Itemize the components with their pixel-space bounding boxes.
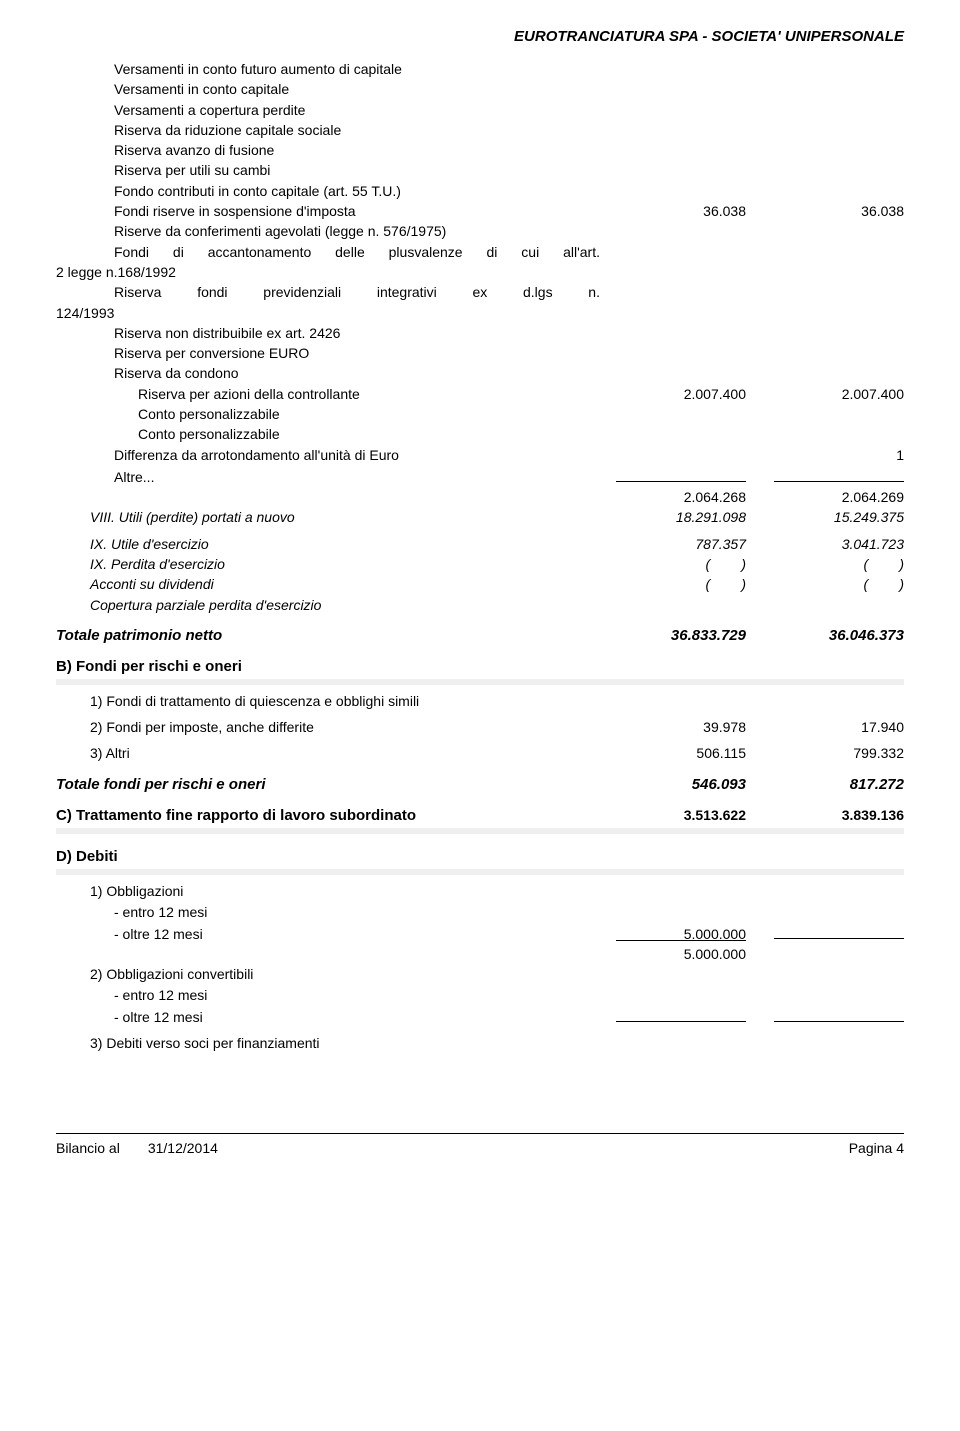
line-text: Versamenti in conto capitale [56, 79, 604, 99]
section-d-heading: D) Debiti [56, 848, 904, 865]
paren-col1: ( ) [604, 554, 754, 574]
value-col1: 2.007.400 [604, 384, 754, 404]
totale-fondi-label: Totale fondi per rischi e oneri [56, 776, 604, 793]
b2-v2: 17.940 [754, 717, 904, 737]
section-c-v1: 3.513.622 [604, 805, 754, 825]
section-divider [56, 679, 904, 685]
line-text: Riserva per utili su cambi [56, 160, 604, 180]
line-text: Riserva da condono [56, 363, 604, 383]
subtotal-col1: 2.064.268 [604, 487, 754, 507]
b2-label: 2) Fondi per imposte, anche differite [56, 717, 604, 737]
underline-cell [604, 465, 754, 487]
line-text: Conto personalizzabile [56, 404, 604, 424]
line-text: Riserva da riduzione capitale sociale [56, 120, 604, 140]
paren-col2: ( ) [754, 574, 904, 594]
d2-oltre: - oltre 12 mesi [56, 1007, 604, 1027]
line-text: Versamenti in conto futuro aumento di ca… [56, 59, 604, 79]
totale-fondi-row: Totale fondi per rischi e oneri 546.093 … [56, 776, 904, 793]
line-text: Riserva avanzo di fusione [56, 140, 604, 160]
page-footer: Bilancio al 31/12/2014 Pagina 4 [56, 1133, 904, 1156]
underline-cell [604, 1005, 754, 1027]
value-col2: 36.038 [754, 201, 904, 221]
line-text: Fondi riserve in sospensione d'imposta [56, 201, 604, 221]
line-ix-utile: IX. Utile d'esercizio [56, 534, 604, 554]
line-text: Differenza da arrotondamento all'unità d… [56, 445, 604, 465]
totale-patrimonio-row: Totale patrimonio netto 36.833.729 36.04… [56, 627, 904, 644]
value-col2: 3.041.723 [754, 534, 904, 554]
b3-v1: 506.115 [604, 743, 754, 763]
line-ix-perdita: IX. Perdita d'esercizio [56, 554, 604, 574]
d2-label: 2) Obbligazioni convertibili [56, 964, 604, 984]
value-col1: 787.357 [604, 534, 754, 554]
section-divider [56, 828, 904, 834]
totale-fondi-v1: 546.093 [604, 776, 754, 793]
b2-v1: 39.978 [604, 717, 754, 737]
line-text: Riserva per azioni della controllante [56, 384, 604, 404]
company-header: EUROTRANCIATURA SPA - SOCIETA' UNIPERSON… [56, 28, 904, 45]
totale-patrimonio-label: Totale patrimonio netto [56, 627, 604, 644]
totale-patrimonio-v2: 36.046.373 [754, 627, 904, 644]
d3-label: 3) Debiti verso soci per finanziamenti [56, 1033, 604, 1053]
section-b-heading: B) Fondi per rischi e oneri [56, 658, 904, 675]
line-text: Riserva fondi previdenziali integrativi … [56, 282, 604, 302]
line-text: Riserve da conferimenti agevolati (legge… [56, 221, 604, 241]
d2-entro: - entro 12 mesi [56, 985, 604, 1005]
line-acconti: Acconti su dividendi [56, 574, 604, 594]
paren-col1: ( ) [604, 574, 754, 594]
line-text: Fondo contributi in conto capitale (art.… [56, 181, 604, 201]
footer-page: Pagina 4 [849, 1140, 904, 1156]
totale-patrimonio-v1: 36.833.729 [604, 627, 754, 644]
value-col2: 1 [754, 445, 904, 465]
line-text: 2 legge n.168/1992 [56, 262, 604, 282]
line-text: Versamenti a copertura perdite [56, 100, 604, 120]
line-text: Altre... [56, 467, 604, 487]
section-c-heading: C) Trattamento fine rapporto di lavoro s… [56, 805, 604, 827]
underline-cell [754, 1005, 904, 1027]
b3-label: 3) Altri [56, 743, 604, 763]
d1-oltre-v1: 5.000.000 [604, 924, 754, 944]
footer-bilancio: Bilancio al [56, 1140, 120, 1156]
value-col1: 18.291.098 [604, 507, 754, 527]
d1-subtotal: 5.000.000 [604, 944, 754, 964]
underline-cell [754, 922, 904, 944]
d1-entro: - entro 12 mesi [56, 902, 604, 922]
line-text: Fondi di accantonamento delle plusvalenz… [56, 242, 604, 262]
line-viii: VIII. Utili (perdite) portati a nuovo [56, 507, 604, 527]
d1-label: 1) Obbligazioni [56, 881, 604, 901]
value-col1: 36.038 [604, 201, 754, 221]
d1-oltre: - oltre 12 mesi [56, 924, 604, 944]
section-divider [56, 869, 904, 875]
totale-fondi-v2: 817.272 [754, 776, 904, 793]
line-text: Riserva per conversione EURO [56, 343, 604, 363]
footer-date: 31/12/2014 [148, 1140, 218, 1156]
subtotal-col2: 2.064.269 [754, 487, 904, 507]
underline-cell [754, 465, 904, 487]
value-col2: 15.249.375 [754, 507, 904, 527]
line-text: Conto personalizzabile [56, 424, 604, 444]
line-text: 124/1993 [56, 303, 604, 323]
line-copertura: Copertura parziale perdita d'esercizio [56, 595, 604, 615]
b1-label: 1) Fondi di trattamento di quiescenza e … [56, 691, 604, 711]
b3-v2: 799.332 [754, 743, 904, 763]
paren-col2: ( ) [754, 554, 904, 574]
value-col2: 2.007.400 [754, 384, 904, 404]
line-text: Riserva non distribuibile ex art. 2426 [56, 323, 604, 343]
section-c-v2: 3.839.136 [754, 805, 904, 825]
